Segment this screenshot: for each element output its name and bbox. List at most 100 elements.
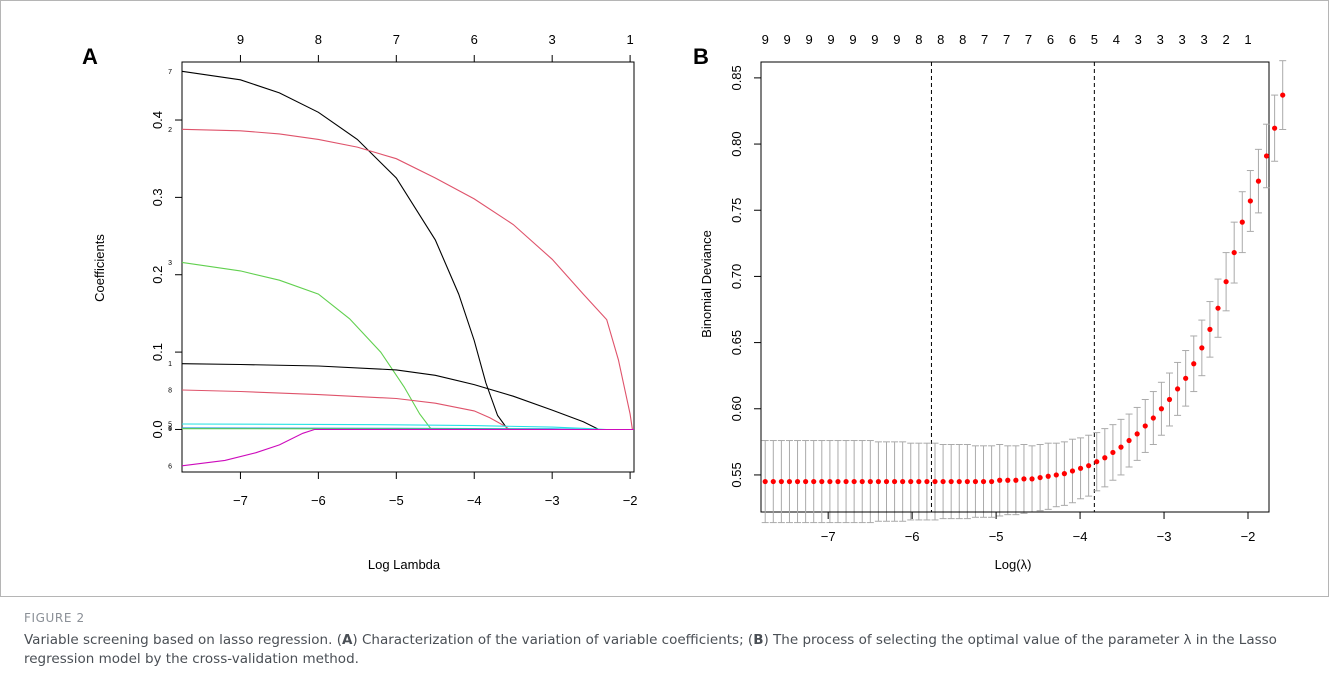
top-label: 9 [871,32,878,47]
series-line-1 [181,363,634,431]
top-label: 6 [1069,32,1076,47]
data-point [1102,455,1108,461]
panel-a-label: A [82,44,98,69]
top-tick-label: 7 [393,32,400,47]
data-point [908,478,914,485]
panel-a-y-ticks: 0.0 0.1 0.2 0.3 0.4 [150,111,182,438]
panel-a-y-axis-label: Coefficients [92,234,107,302]
top-label: 3 [1200,32,1207,47]
y-tick-label: 0.0 [150,420,165,438]
data-point [1183,375,1189,381]
x-tick-label: −4 [1073,529,1088,544]
top-label: 7 [1003,32,1010,47]
panel-b-y-ticks: 0.55 0.60 0.65 0.70 0.75 0.80 0.85 [729,65,761,488]
series-label-4: 4 [168,425,172,432]
data-point [835,478,841,485]
y-tick-label: 0.80 [729,131,744,156]
panel-b-error-bars [761,60,1287,524]
top-label: 9 [805,32,812,47]
data-point [1077,465,1084,471]
x-tick-label: −3 [1157,529,1172,544]
top-label: 4 [1113,32,1120,47]
data-point [1037,474,1043,481]
series-line-3 [181,261,634,431]
data-point [1142,423,1148,429]
top-label: 2 [1222,32,1229,47]
y-tick-label: 0.70 [729,264,744,289]
data-point [1255,178,1262,184]
y-tick-label: 0.55 [729,462,744,487]
top-label: 3 [1179,32,1186,47]
series-line-2 [181,128,634,431]
data-point [1021,476,1027,482]
data-point [867,478,873,485]
caption-part-1: Variable screening based on lasso regres… [24,632,342,648]
top-tick-label: 6 [471,32,478,47]
data-point [770,478,776,485]
data-point [883,478,890,485]
data-point [924,478,930,485]
data-point [1029,476,1035,482]
data-point [1069,468,1076,474]
x-tick-label: −5 [389,493,404,508]
top-tick-label: 8 [315,32,322,47]
panel-a-series-labels: 7 2 3 1 8 549 6 [168,69,172,471]
y-tick-label: 0.60 [729,396,744,421]
data-point [1086,463,1092,469]
data-point [1005,477,1011,483]
data-point [1199,345,1205,351]
data-point [1247,198,1253,204]
data-point [1061,471,1067,477]
x-tick-label: −3 [545,493,560,508]
series-line-6 [181,428,634,467]
data-point [932,478,938,485]
panel-b-x-ticks: −7 −6 −5 −4 −3 −2 [821,511,1255,544]
data-point [1215,305,1221,311]
data-point [980,478,987,485]
y-tick-label: 0.65 [729,330,744,355]
caption-ref-a: A [341,632,353,648]
data-point [891,478,898,485]
panel-a-x-ticks: −7 −6 −5 −4 −3 −2 [233,471,638,508]
data-point [1280,92,1286,98]
data-point [1223,279,1229,285]
y-tick-label: 0.4 [150,111,165,129]
figure-caption: FIGURE 2 Variable screening based on las… [24,609,1314,669]
data-point [803,478,809,485]
y-tick-label: 0.75 [729,198,744,223]
top-label: 8 [915,32,922,47]
top-label: 3 [1157,32,1164,47]
panel-a-x-axis-label: Log Lambda [368,557,441,572]
series-label-6: 6 [168,463,172,470]
data-point [940,478,946,485]
data-point [1045,473,1051,479]
data-point [1150,415,1156,421]
panel-b: B −7 −6 −5 −4 −3 −2 0.550.600.650.700.750.800… [693,32,1287,572]
top-label: 8 [937,32,944,47]
data-point [1126,437,1132,444]
top-label: 9 [827,32,834,47]
data-point [794,478,801,485]
panel-b-plot-box [760,61,1270,513]
series-line-8 [181,389,634,431]
top-label: 9 [784,32,791,47]
series-line-7 [181,70,634,431]
panel-a-plot-box [181,61,635,473]
y-tick-label: 0.1 [150,343,165,361]
data-point [1174,386,1181,392]
data-point [875,478,882,485]
top-label: 8 [959,32,966,47]
figure-label: FIGURE 2 [24,611,85,625]
data-point [1207,326,1213,332]
series-label-3: 3 [168,260,172,267]
x-tick-label: −4 [467,493,482,508]
data-point [778,478,784,485]
x-tick-label: −6 [905,529,920,544]
data-point [1013,477,1019,483]
top-label: 9 [893,32,900,47]
top-label: 9 [762,32,769,47]
data-point [989,478,995,485]
caption-part-2: ) Characterization of the variation of v… [352,632,754,648]
